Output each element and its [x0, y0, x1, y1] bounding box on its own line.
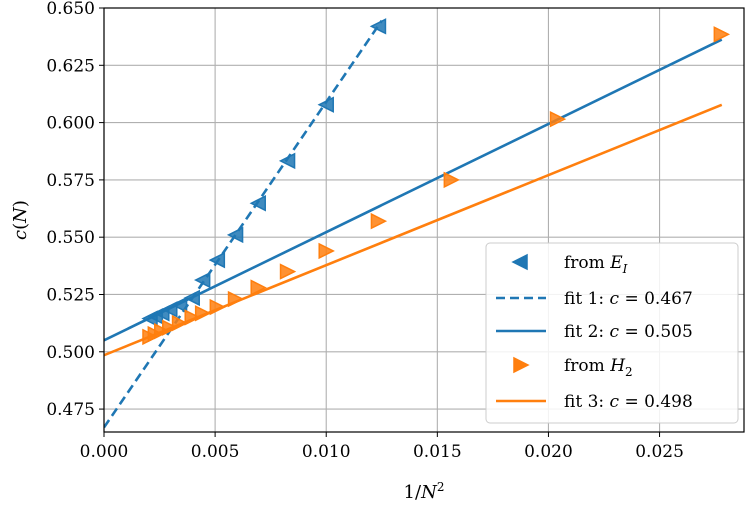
data-point-from-e-i: [278, 152, 296, 170]
y-axis-label: c(N): [10, 200, 31, 240]
data-point-from-h-2: [250, 279, 267, 296]
data-point-from-e-i: [170, 296, 188, 314]
data-point-from-h-2: [184, 309, 201, 326]
data-point-from-h-2: [162, 319, 179, 336]
axes-frame: [103, 7, 745, 433]
data-point-from-h-2: [279, 263, 297, 280]
data-point-from-e-i: [208, 251, 226, 269]
data-point-from-e-i: [249, 195, 266, 212]
data-point-from-h-2: [549, 110, 567, 128]
legend-box: [485, 242, 739, 424]
legend-marker-from-e-i: [511, 253, 528, 271]
data-point-from-h-2: [209, 298, 227, 316]
y-tick-label: 0.625: [46, 56, 95, 76]
y-tick-label: 0.550: [46, 228, 95, 248]
plot-area: [104, 18, 731, 429]
data-point-from-h-2: [194, 305, 212, 322]
y-tick-label: 0.525: [46, 285, 95, 305]
data-point-from-h-2: [443, 171, 461, 189]
x-tick-label: 0.015: [413, 442, 462, 462]
data-point-from-e-i: [317, 96, 334, 113]
legend: from EI fit 1: c = 0.467 fit 2: c = 0.50…: [485, 242, 739, 424]
legend-label-fit-3: fit 3: c = 0.498: [564, 392, 693, 412]
x-tick-label: 0.020: [524, 442, 573, 462]
y-tick-label: 0.600: [46, 114, 95, 134]
x-axis-label: 1/N2: [404, 480, 445, 503]
series-line-fit-2: [104, 38, 723, 342]
x-tick-label: 0.025: [635, 442, 684, 462]
data-point-from-h-2: [171, 314, 189, 332]
legend-label-from-h-2: from H2: [564, 356, 633, 379]
data-point-from-e-i: [183, 289, 200, 307]
y-tick-label: 0.500: [46, 343, 95, 363]
y-tick-label: 0.575: [46, 171, 95, 191]
x-tick-label: 0.005: [191, 442, 240, 462]
data-point-from-h-2: [370, 212, 388, 230]
data-point-from-e-i: [369, 18, 387, 35]
data-point-from-h-2: [227, 290, 245, 308]
x-tick-label: 0.000: [80, 442, 129, 462]
legend-label-from-e-i: from EI: [564, 253, 628, 276]
series-line-fit-1: [104, 19, 383, 429]
axis-ticks: 0.000 0.005 0.010 0.015 0.020 0.025 0.475 0.500…: [46, 0, 684, 462]
legend-label-fit-2: fit 2: c = 0.505: [564, 322, 693, 342]
data-point-from-h-2: [713, 26, 731, 43]
data-point-from-h-2: [318, 242, 335, 260]
y-tick-label: 0.475: [46, 400, 95, 420]
data-point-from-e-i: [226, 226, 244, 244]
data-point-from-h-2: [154, 322, 171, 340]
legend-marker-from-h-2: [513, 356, 530, 374]
x-tick-label: 0.010: [302, 442, 351, 462]
y-tick-label: 0.650: [46, 0, 95, 19]
data-point-from-e-i: [193, 271, 211, 289]
legend-label-fit-1: fit 1: c = 0.467: [564, 289, 693, 309]
